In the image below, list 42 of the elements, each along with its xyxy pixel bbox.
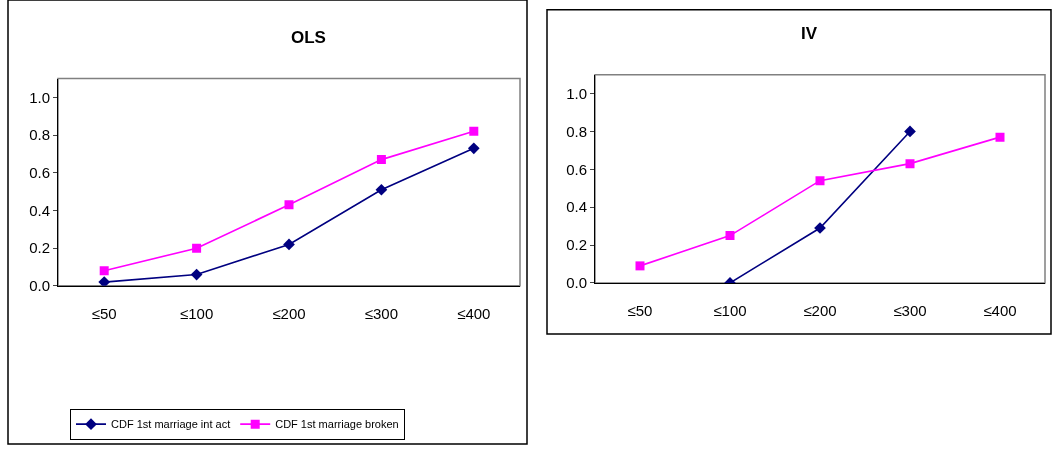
point xyxy=(635,261,645,271)
y-tick-label: 1.0 xyxy=(29,88,50,106)
point xyxy=(99,266,109,276)
y-tick-label: 0.8 xyxy=(566,122,587,140)
y-tick-label: 0.4 xyxy=(29,201,50,219)
y-tick-label: 0.2 xyxy=(566,236,587,254)
point xyxy=(284,200,294,210)
y-tick-label: 1.0 xyxy=(566,84,587,102)
y-tick-label: 0.0 xyxy=(566,274,587,292)
point xyxy=(905,159,915,169)
x-tick-label: ≤300 xyxy=(893,301,927,319)
x-tick-label: ≤100 xyxy=(179,304,214,322)
y-tick-label: 0.6 xyxy=(566,160,587,178)
point xyxy=(467,142,480,155)
y-tick-label: 0.4 xyxy=(566,198,587,216)
point xyxy=(995,132,1005,142)
x-tick-label: ≤300 xyxy=(364,304,399,322)
x-tick-label: ≤400 xyxy=(457,304,491,322)
point xyxy=(469,126,479,136)
point xyxy=(190,268,203,281)
x-tick-label: ≤100 xyxy=(713,301,747,319)
point xyxy=(283,238,295,251)
legend-label: CDF 1st marriage int act xyxy=(111,418,231,431)
y-tick-label: 0.6 xyxy=(29,164,50,182)
y-tick-label: 0.0 xyxy=(29,277,50,295)
point xyxy=(192,243,202,253)
x-tick-label: ≤400 xyxy=(983,301,1017,319)
point xyxy=(904,125,916,138)
legend-label: CDF 1st marriage broken xyxy=(275,418,399,431)
point xyxy=(376,155,386,165)
point xyxy=(375,183,388,196)
x-tick-label: ≤200 xyxy=(803,301,837,319)
point xyxy=(725,231,735,241)
x-tick-label: ≤50 xyxy=(91,304,117,322)
point xyxy=(815,176,825,186)
chart-title: OLS xyxy=(291,28,326,47)
x-tick-label: ≤50 xyxy=(627,301,653,319)
y-tick-label: 0.8 xyxy=(29,126,50,144)
y-tick-label: 0.2 xyxy=(29,239,50,257)
chart-title: IV xyxy=(801,24,818,43)
x-tick-label: ≤200 xyxy=(272,304,306,322)
point xyxy=(98,276,111,286)
